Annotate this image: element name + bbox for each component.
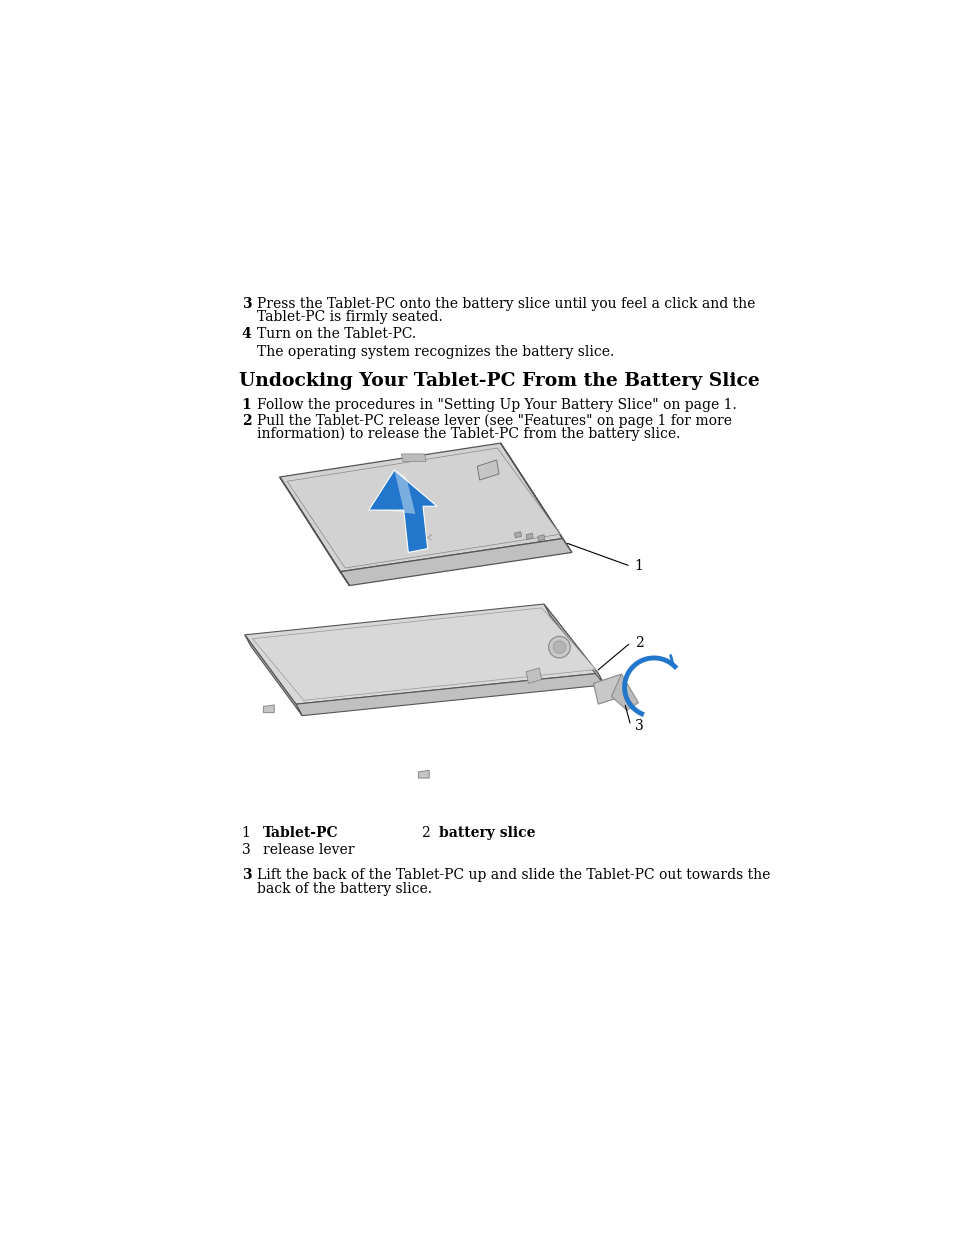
- Text: 3: 3: [241, 868, 251, 882]
- Polygon shape: [340, 538, 571, 585]
- Text: Lift the back of the Tablet-PC up and slide the Tablet-PC out towards the: Lift the back of the Tablet-PC up and sl…: [257, 868, 770, 882]
- Polygon shape: [611, 674, 638, 710]
- Circle shape: [548, 636, 570, 658]
- Text: release lever: release lever: [262, 842, 354, 857]
- Text: Turn on the Tablet-PC.: Turn on the Tablet-PC.: [257, 327, 416, 341]
- Circle shape: [553, 641, 565, 653]
- Text: 2: 2: [241, 414, 251, 427]
- Polygon shape: [279, 443, 562, 572]
- Text: back of the battery slice.: back of the battery slice.: [257, 882, 432, 897]
- Polygon shape: [245, 604, 598, 704]
- Text: 3: 3: [241, 296, 251, 311]
- Polygon shape: [476, 461, 498, 480]
- Polygon shape: [543, 604, 604, 685]
- Polygon shape: [287, 448, 559, 568]
- Text: DELL: DELL: [409, 524, 434, 542]
- Polygon shape: [263, 705, 274, 713]
- Polygon shape: [514, 531, 521, 537]
- Text: 1: 1: [634, 559, 643, 573]
- Polygon shape: [593, 674, 626, 704]
- Polygon shape: [245, 635, 302, 716]
- Polygon shape: [369, 471, 436, 552]
- Polygon shape: [253, 608, 596, 700]
- Polygon shape: [500, 443, 571, 552]
- Text: 2: 2: [421, 826, 430, 840]
- Text: The operating system recognizes the battery slice.: The operating system recognizes the batt…: [257, 346, 614, 359]
- Text: Tablet-PC is firmly seated.: Tablet-PC is firmly seated.: [257, 310, 442, 324]
- Text: information) to release the Tablet-PC from the battery slice.: information) to release the Tablet-PC fr…: [257, 427, 679, 441]
- Polygon shape: [525, 668, 541, 683]
- Text: Tablet-PC: Tablet-PC: [262, 826, 338, 840]
- Polygon shape: [279, 477, 349, 585]
- Text: Press the Tablet-PC onto the battery slice until you feel a click and the: Press the Tablet-PC onto the battery sli…: [257, 296, 755, 311]
- Text: 3: 3: [241, 842, 251, 857]
- Polygon shape: [525, 534, 533, 540]
- Text: 3: 3: [634, 719, 642, 732]
- Polygon shape: [295, 673, 604, 716]
- Text: 1: 1: [241, 399, 252, 412]
- Text: 1: 1: [241, 826, 251, 840]
- Text: Undocking Your Tablet-PC From the Battery Slice: Undocking Your Tablet-PC From the Batter…: [239, 372, 760, 389]
- Text: 4: 4: [241, 327, 252, 341]
- Text: Follow the procedures in "Setting Up Your Battery Slice" on page 1.: Follow the procedures in "Setting Up You…: [257, 399, 736, 412]
- Polygon shape: [369, 471, 415, 514]
- Polygon shape: [401, 454, 426, 462]
- Polygon shape: [418, 771, 429, 778]
- Text: battery slice: battery slice: [438, 826, 535, 840]
- Text: 2: 2: [634, 636, 642, 650]
- Text: Pull the Tablet-PC release lever (see "Features" on page 1 for more: Pull the Tablet-PC release lever (see "F…: [257, 414, 732, 429]
- Polygon shape: [537, 535, 544, 541]
